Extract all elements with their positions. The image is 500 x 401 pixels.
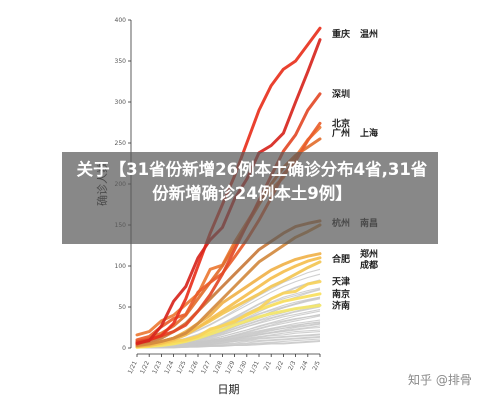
series-end-label: 济南 xyxy=(332,299,350,311)
background-series-line xyxy=(137,340,321,349)
y-tick-label: 0 xyxy=(122,345,126,352)
series-line xyxy=(135,92,322,343)
series-end-label: 广州 xyxy=(332,127,350,139)
series-end-label: 重庆 xyxy=(332,28,350,40)
y-tick-label: 300 xyxy=(115,99,127,106)
x-axis-title: 日期 xyxy=(218,383,240,396)
x-tick-label: 2/5 xyxy=(311,360,322,372)
series-end-label: 深圳 xyxy=(332,88,350,100)
x-tick-label: 2/1 xyxy=(263,360,274,372)
series-line xyxy=(135,256,322,348)
x-tick-label: 1/23 xyxy=(151,360,163,375)
x-tick-label: 2/3 xyxy=(287,360,298,372)
background-series-line xyxy=(137,323,321,349)
x-tick-label: 1/21 xyxy=(127,360,139,375)
x-tick-label: 1/28 xyxy=(212,360,224,375)
series-end-label: 天津 xyxy=(332,276,350,288)
title-overlay-banner xyxy=(62,152,438,244)
x-tick-label: 2/2 xyxy=(275,360,286,372)
series-end-label: 北京 xyxy=(332,117,350,129)
x-tick-label: 1/27 xyxy=(200,360,212,375)
x-tick-label: 2/4 xyxy=(299,360,310,372)
series-end-label: 南京 xyxy=(332,288,350,300)
y-tick-label: 250 xyxy=(115,140,127,147)
series-end-label: 郑州 xyxy=(360,248,378,260)
x-tick-label: 1/25 xyxy=(176,360,188,375)
y-tick-label: 400 xyxy=(115,17,127,24)
series-end-label: 温州 xyxy=(360,28,378,40)
x-tick-label: 1/31 xyxy=(249,360,261,375)
zhihu-watermark: 知乎 @排骨 xyxy=(408,373,472,387)
x-tick-label: 1/22 xyxy=(139,360,151,375)
y-tick-label: 100 xyxy=(115,263,127,270)
series-end-label: 合肥 xyxy=(332,253,350,265)
x-tick-label: 1/30 xyxy=(237,360,249,375)
y-tick-label: 50 xyxy=(118,304,126,311)
x-tick-label: 1/24 xyxy=(163,360,175,375)
series-end-label: 成都 xyxy=(360,259,378,271)
x-tick-label: 1/26 xyxy=(188,360,200,375)
y-tick-label: 350 xyxy=(115,58,127,65)
x-tick-label: 1/29 xyxy=(224,360,236,375)
article-title[interactable]: 关于【31省份新增26例本土确诊分布4省,31省份新增确诊24例本土9例】 xyxy=(76,160,428,203)
series-end-label: 上海 xyxy=(360,127,378,139)
